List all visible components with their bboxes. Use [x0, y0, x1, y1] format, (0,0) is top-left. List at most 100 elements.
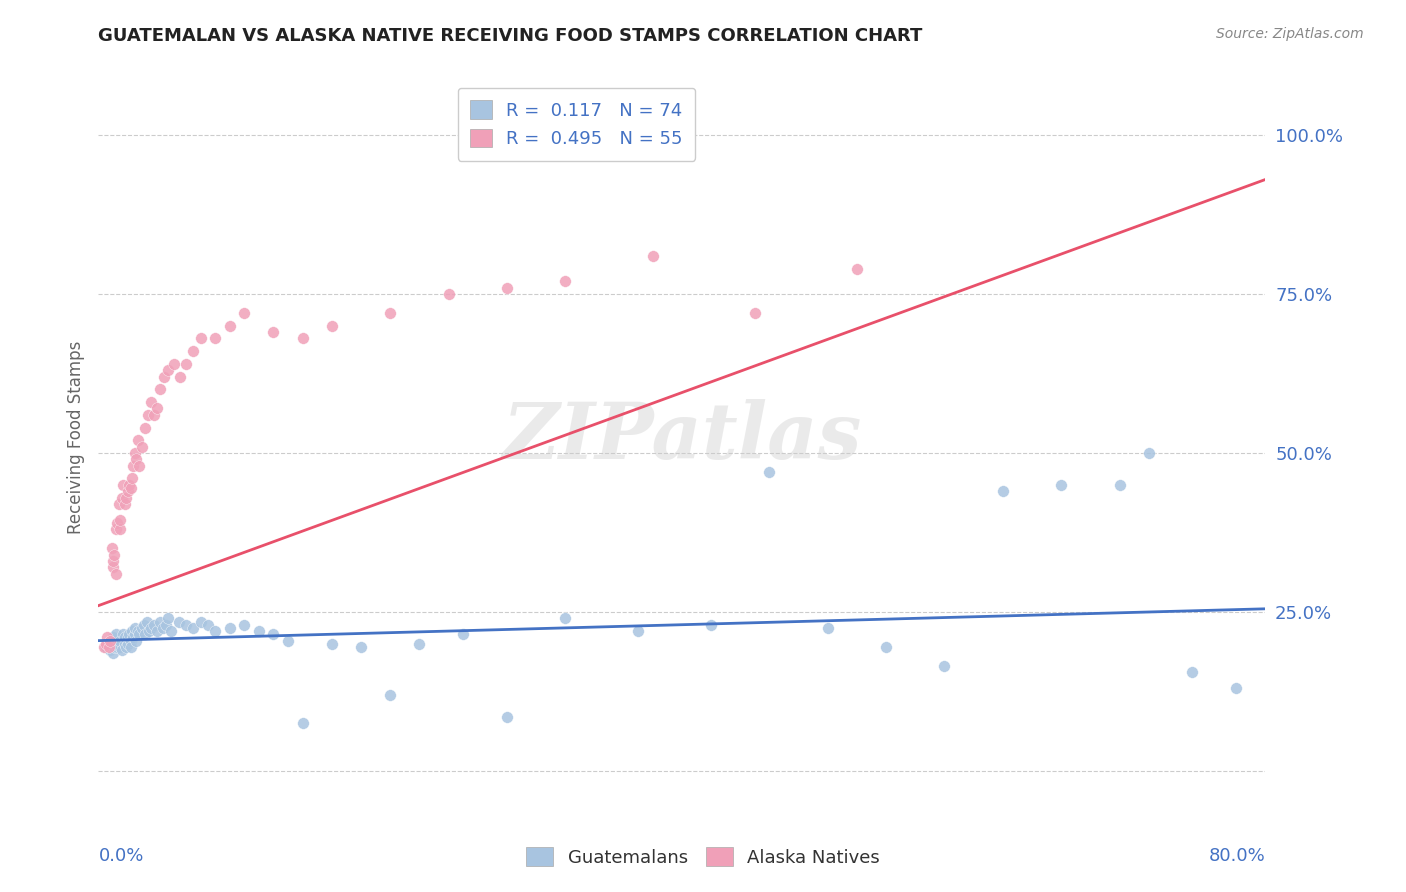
Point — [554, 611, 576, 625]
Text: ZIPatlas: ZIPatlas — [502, 399, 862, 475]
Point — [758, 465, 780, 479]
Point — [142, 617, 165, 632]
Point — [169, 369, 191, 384]
Point — [98, 633, 121, 648]
Point — [934, 659, 956, 673]
Point — [111, 643, 134, 657]
Point — [114, 637, 136, 651]
Point — [127, 434, 149, 448]
Point — [127, 624, 149, 638]
Point — [153, 369, 176, 384]
Point — [291, 331, 314, 345]
Point — [110, 640, 132, 654]
Point — [641, 249, 664, 263]
Point — [131, 440, 153, 454]
Point — [1181, 665, 1204, 680]
Point — [496, 710, 519, 724]
Point — [247, 624, 270, 638]
Point — [190, 331, 212, 345]
Point — [110, 633, 132, 648]
Point — [101, 631, 124, 645]
Point — [93, 640, 115, 654]
Point — [1225, 681, 1247, 696]
Point — [118, 627, 141, 641]
Point — [157, 363, 180, 377]
Point — [96, 631, 118, 645]
Point — [204, 624, 226, 638]
Point — [496, 280, 519, 294]
Point — [101, 560, 124, 574]
Point — [135, 615, 157, 629]
Point — [167, 615, 190, 629]
Point — [125, 452, 148, 467]
Point — [114, 497, 136, 511]
Point — [108, 497, 131, 511]
Point — [112, 477, 135, 491]
Point — [181, 344, 204, 359]
Point — [134, 627, 156, 641]
Point — [350, 640, 373, 654]
Point — [218, 318, 240, 333]
Point — [291, 716, 314, 731]
Point — [120, 633, 142, 648]
Point — [321, 637, 343, 651]
Point — [181, 621, 204, 635]
Point — [101, 646, 124, 660]
Point — [138, 624, 160, 638]
Point — [104, 566, 127, 581]
Point — [262, 325, 284, 339]
Point — [122, 458, 145, 473]
Point — [218, 621, 240, 635]
Point — [124, 446, 146, 460]
Point — [155, 617, 177, 632]
Point — [112, 627, 135, 641]
Point — [380, 688, 402, 702]
Point — [124, 627, 146, 641]
Point — [817, 621, 839, 635]
Point — [277, 633, 299, 648]
Point — [554, 274, 576, 288]
Y-axis label: Receiving Food Stamps: Receiving Food Stamps — [66, 341, 84, 533]
Point — [108, 637, 131, 651]
Point — [101, 554, 124, 568]
Point — [233, 617, 256, 632]
Point — [125, 633, 148, 648]
Point — [875, 640, 897, 654]
Point — [437, 287, 460, 301]
Point — [204, 331, 226, 345]
Point — [174, 357, 197, 371]
Point — [97, 640, 120, 654]
Point — [846, 261, 869, 276]
Text: 80.0%: 80.0% — [1209, 847, 1265, 864]
Point — [103, 548, 125, 562]
Point — [174, 617, 197, 632]
Point — [103, 640, 125, 654]
Point — [157, 611, 180, 625]
Point — [100, 633, 122, 648]
Point — [380, 306, 402, 320]
Point — [160, 624, 183, 638]
Point — [115, 640, 138, 654]
Point — [152, 621, 174, 635]
Point — [131, 621, 153, 635]
Point — [100, 541, 122, 556]
Point — [163, 357, 186, 371]
Point — [1137, 446, 1160, 460]
Point — [233, 306, 256, 320]
Point — [142, 408, 165, 422]
Point — [134, 420, 156, 434]
Point — [115, 491, 138, 505]
Point — [110, 522, 132, 536]
Point — [146, 624, 169, 638]
Point — [991, 484, 1014, 499]
Point — [136, 408, 159, 422]
Point — [118, 477, 141, 491]
Point — [627, 624, 650, 638]
Point — [114, 631, 136, 645]
Point — [262, 627, 284, 641]
Point — [94, 640, 117, 654]
Point — [97, 637, 120, 651]
Point — [122, 631, 145, 645]
Point — [110, 513, 132, 527]
Legend: Guatemalans, Alaska Natives: Guatemalans, Alaska Natives — [519, 840, 887, 874]
